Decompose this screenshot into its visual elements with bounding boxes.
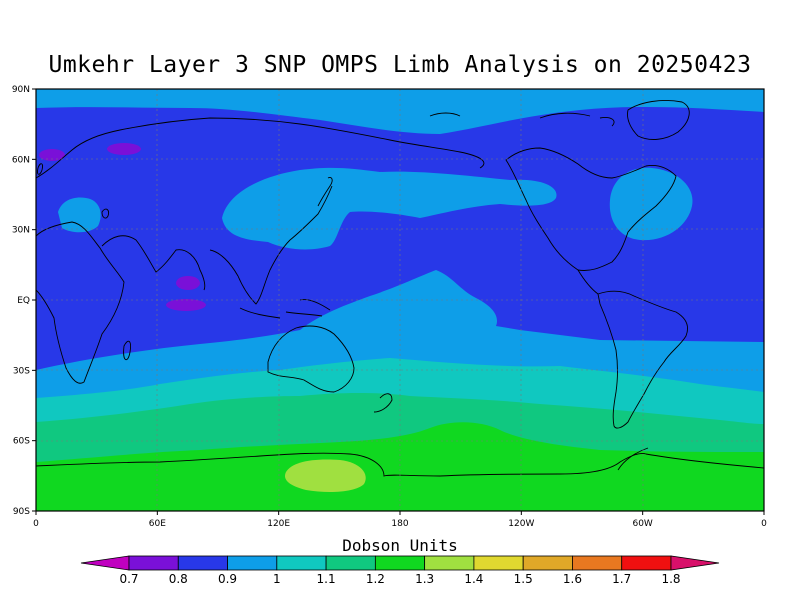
band-1-3-1-4 [284, 459, 366, 492]
colorbar-arrow-low [80, 555, 130, 571]
lon-tick-label: 0 [761, 519, 767, 529]
lat-tick-label: 30S [13, 366, 30, 376]
madagascar [123, 340, 131, 361]
caspian [101, 208, 109, 219]
colorbar-label: 1.5 [514, 572, 533, 586]
colorbar-swatch [522, 555, 573, 571]
band-1-2-1-3 [36, 422, 764, 511]
colorbar-label: 0.9 [218, 572, 237, 586]
colorbar-label: 1.7 [612, 572, 631, 586]
lat-tick-label: 60S [13, 437, 30, 447]
north-america [505, 147, 677, 271]
min-north-scandinavia [39, 149, 65, 161]
europe-asia-coast [36, 117, 485, 179]
lon-tick-label: 120E [267, 519, 290, 529]
lat-tick-label: EQ [17, 296, 30, 306]
colorbar-arrow-high [670, 555, 720, 571]
colorbar-label: 1.3 [415, 572, 434, 586]
arctic-islands [429, 112, 615, 127]
latitude-labels: 90N 60N 30N EQ 30S 60S 90S [12, 85, 36, 517]
min-indian-ocean-a [176, 276, 200, 290]
greenland [627, 99, 690, 140]
lon-tick-label: 60W [632, 519, 652, 529]
australia [267, 325, 355, 393]
colorbar-swatch [473, 555, 524, 571]
band-europe-0-9-1 [58, 197, 101, 233]
indonesia [239, 299, 331, 319]
lat-tick-label: 30N [12, 226, 30, 236]
lon-tick-label: 0 [33, 519, 39, 529]
min-indian-ocean-b [166, 299, 206, 311]
lon-tick-label: 60E [149, 519, 166, 529]
band-asia-0-9-1 [222, 167, 557, 250]
colorbar-label: 1.4 [464, 572, 483, 586]
south-america [597, 290, 688, 429]
colorbar-swatch [276, 555, 327, 571]
lat-tick-label: 90N [12, 85, 30, 95]
colorbar-swatch [621, 555, 672, 571]
colorbar-swatch [128, 555, 179, 571]
map-title: Umkehr Layer 3 SNP OMPS Limb Analysis on… [48, 52, 752, 78]
colorbar-label: 1.6 [563, 572, 582, 586]
colorbar-label: 0.8 [169, 572, 188, 586]
arabia-india [101, 235, 206, 291]
colorbar-swatch [572, 555, 623, 571]
gridlines [36, 89, 764, 511]
colorbar-label: 1.1 [317, 572, 336, 586]
colorbar-label: 0.7 [119, 572, 138, 586]
min-north-russia [107, 143, 141, 155]
colorbar-swatch [374, 555, 426, 571]
lon-tick-label: 180 [391, 519, 408, 529]
band-arctic-0-9-1 [36, 89, 764, 134]
colorbar-label: 1.2 [366, 572, 385, 586]
colorbar-title: Dobson Units [342, 536, 458, 555]
colorbar-swatch [227, 555, 278, 571]
colorbar: 0.7 0.8 0.9 1 1.1 1.2 1.3 1.4 1.5 1.6 1.7 1.8 [80, 555, 720, 586]
central-america [577, 269, 599, 295]
colorbar-swatch [177, 555, 228, 571]
lat-tick-label: 60N [12, 155, 30, 165]
longitude-labels: 0 60E 120E 180 120W 60W 0 [33, 511, 767, 529]
colorbar-swatch [424, 555, 475, 571]
coastlines [36, 99, 764, 477]
antarctica [36, 452, 764, 477]
colorbar-swatch [325, 555, 376, 571]
colorbar-label: 1 [273, 572, 281, 586]
lat-tick-label: 90S [13, 507, 30, 517]
antarctic-peninsula [617, 447, 649, 471]
new-zealand [373, 393, 393, 413]
lon-tick-label: 120W [508, 519, 534, 529]
southeast-asia [209, 185, 333, 305]
africa-coast [36, 221, 125, 384]
japan [317, 177, 333, 207]
colorbar-label: 1.8 [661, 572, 680, 586]
british-isles [37, 163, 43, 175]
